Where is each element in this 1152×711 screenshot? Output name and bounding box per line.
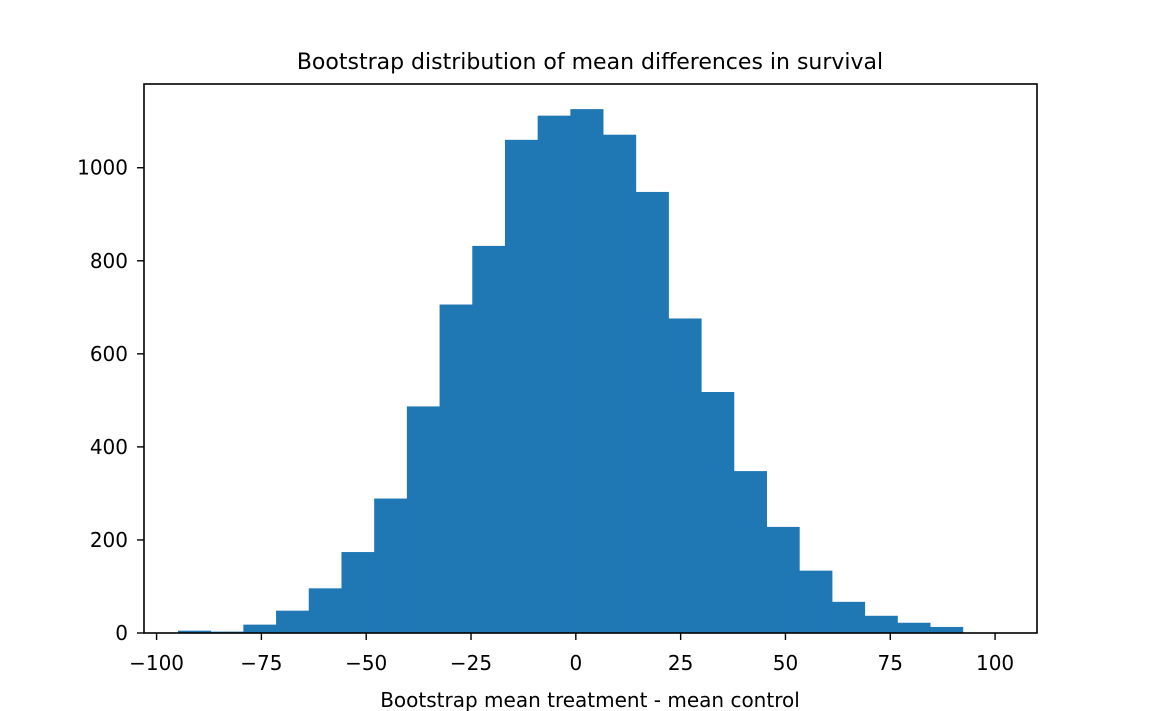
histogram-bar-21 — [864, 615, 898, 633]
x-tick-label: 50 — [773, 651, 798, 675]
histogram-bar-14 — [635, 191, 669, 633]
histogram-bar-10 — [504, 139, 539, 633]
histogram-bar-13 — [603, 134, 637, 633]
y-axis-ticks: 0 200 400 600 800 1000 — [77, 156, 144, 645]
histogram-bar-2 — [243, 624, 277, 633]
histogram-bar-22 — [897, 622, 931, 633]
histogram-bar-18 — [766, 526, 800, 633]
histogram-bar-16 — [701, 392, 735, 633]
x-tick-label: −75 — [240, 651, 282, 675]
histogram-bar-15 — [668, 318, 702, 633]
x-tick-label: −25 — [450, 651, 492, 675]
histogram-bar-19 — [799, 570, 833, 633]
x-tick-label: −50 — [345, 651, 387, 675]
histogram-bar-20 — [831, 601, 866, 633]
histogram-bar-7 — [406, 406, 440, 633]
x-tick-label: 0 — [569, 651, 582, 675]
x-tick-label: 100 — [976, 651, 1014, 675]
chart-title: Bootstrap distribution of mean differenc… — [297, 50, 883, 75]
bars-group — [177, 109, 996, 634]
y-tick-label: 400 — [90, 435, 128, 459]
histogram-bar-12 — [570, 109, 604, 634]
x-tick-label: 25 — [668, 651, 693, 675]
x-axis-label: Bootstrap mean treatment - mean control — [380, 688, 800, 711]
y-tick-label: 800 — [90, 249, 128, 273]
x-tick-label: 75 — [878, 651, 903, 675]
plot-frame — [143, 83, 1038, 634]
y-tick-label: 0 — [115, 621, 128, 645]
histogram-bar-5 — [341, 552, 375, 633]
y-tick-label: 200 — [90, 528, 128, 552]
x-axis-ticks: −100 −75 −50 −25 0 25 50 75 100 — [129, 633, 1014, 675]
x-tick-label: −100 — [129, 651, 184, 675]
y-tick-label: 1000 — [77, 156, 128, 180]
histogram-bar-3 — [276, 610, 310, 633]
histogram-bar-6 — [374, 498, 408, 633]
histogram-bar-4 — [308, 588, 342, 633]
histogram-bar-23 — [930, 626, 964, 633]
histogram-bar-8 — [439, 304, 473, 633]
histogram-bar-9 — [472, 245, 506, 633]
histogram-bar-11 — [537, 115, 571, 633]
histogram-bar-0 — [177, 630, 212, 633]
y-tick-label: 600 — [90, 342, 128, 366]
histogram-bar-17 — [733, 471, 767, 633]
